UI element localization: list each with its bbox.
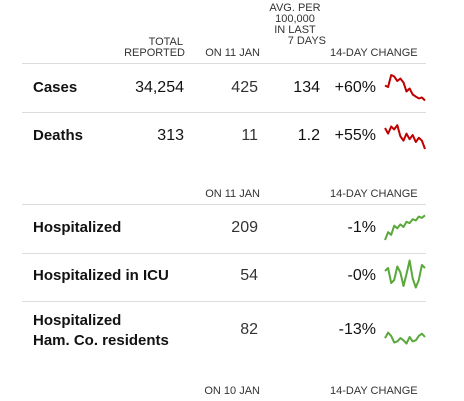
header-total-reported: TOTAL REPORTED bbox=[110, 37, 185, 59]
hospitalized-sparkline bbox=[384, 214, 426, 241]
row-label-deaths: Deaths bbox=[33, 127, 84, 144]
header-14-day-change: 14-DAY CHANGE bbox=[330, 47, 418, 59]
residents-sparkline bbox=[384, 326, 426, 348]
header-avg-line3: IN LAST bbox=[274, 24, 316, 36]
header-14-day-change-3: 14-DAY CHANGE bbox=[330, 385, 418, 397]
header-avg-line2: 100,000 bbox=[275, 13, 315, 25]
header-14-day-change-2: 14-DAY CHANGE bbox=[330, 188, 418, 200]
sparkline-path bbox=[384, 124, 426, 150]
header-on-date-2: ON 11 JAN bbox=[205, 188, 260, 200]
hospitalized-change: -1% bbox=[347, 219, 376, 236]
sparkline-path bbox=[384, 259, 426, 289]
residents-change: -13% bbox=[338, 321, 376, 338]
sparkline-path bbox=[384, 214, 426, 241]
cases-total: 34,254 bbox=[135, 79, 184, 96]
row-label-hospitalized-icu: Hospitalized in ICU bbox=[33, 267, 169, 284]
row-label-hospitalized: Hospitalized bbox=[33, 219, 122, 236]
row-label-hospitalized-residents: Hospitalized Ham. Co. residents bbox=[33, 311, 169, 351]
cases-sparkline bbox=[384, 72, 426, 102]
icu-value: 54 bbox=[240, 267, 258, 284]
header-avg-line4: 7 DAYS bbox=[287, 35, 326, 47]
deaths-sparkline bbox=[384, 121, 426, 150]
header-total-line1: TOTAL bbox=[148, 36, 183, 48]
header-total-line2: REPORTED bbox=[124, 47, 185, 59]
header-avg-per-100k: AVG. PER 100,000 IN LAST 7 DAYS bbox=[264, 3, 326, 47]
divider bbox=[22, 301, 426, 302]
deaths-on-date: 11 bbox=[241, 127, 258, 144]
divider bbox=[22, 204, 426, 205]
deaths-change: +55% bbox=[334, 127, 376, 144]
sparkline-path bbox=[384, 331, 426, 345]
deaths-avg: 1.2 bbox=[297, 127, 320, 144]
sparkline-path bbox=[384, 74, 426, 102]
divider bbox=[22, 253, 426, 254]
divider bbox=[22, 63, 426, 64]
cases-change: +60% bbox=[334, 79, 376, 96]
header-avg-line1: AVG. PER bbox=[269, 2, 321, 14]
divider bbox=[22, 112, 426, 113]
deaths-total: 313 bbox=[157, 127, 184, 144]
header-on-date-3: ON 10 JAN bbox=[204, 385, 260, 397]
icu-change: -0% bbox=[347, 267, 376, 284]
residents-label-line1: Hospitalized bbox=[33, 312, 122, 329]
row-label-cases: Cases bbox=[33, 79, 78, 96]
residents-value: 82 bbox=[240, 321, 258, 338]
cases-avg: 134 bbox=[293, 79, 320, 96]
residents-label-line2: Ham. Co. residents bbox=[33, 332, 169, 349]
icu-sparkline bbox=[384, 259, 426, 289]
cases-on-date: 425 bbox=[231, 79, 258, 96]
header-on-date: ON 11 JAN bbox=[205, 47, 260, 59]
hospitalized-value: 209 bbox=[231, 219, 258, 236]
